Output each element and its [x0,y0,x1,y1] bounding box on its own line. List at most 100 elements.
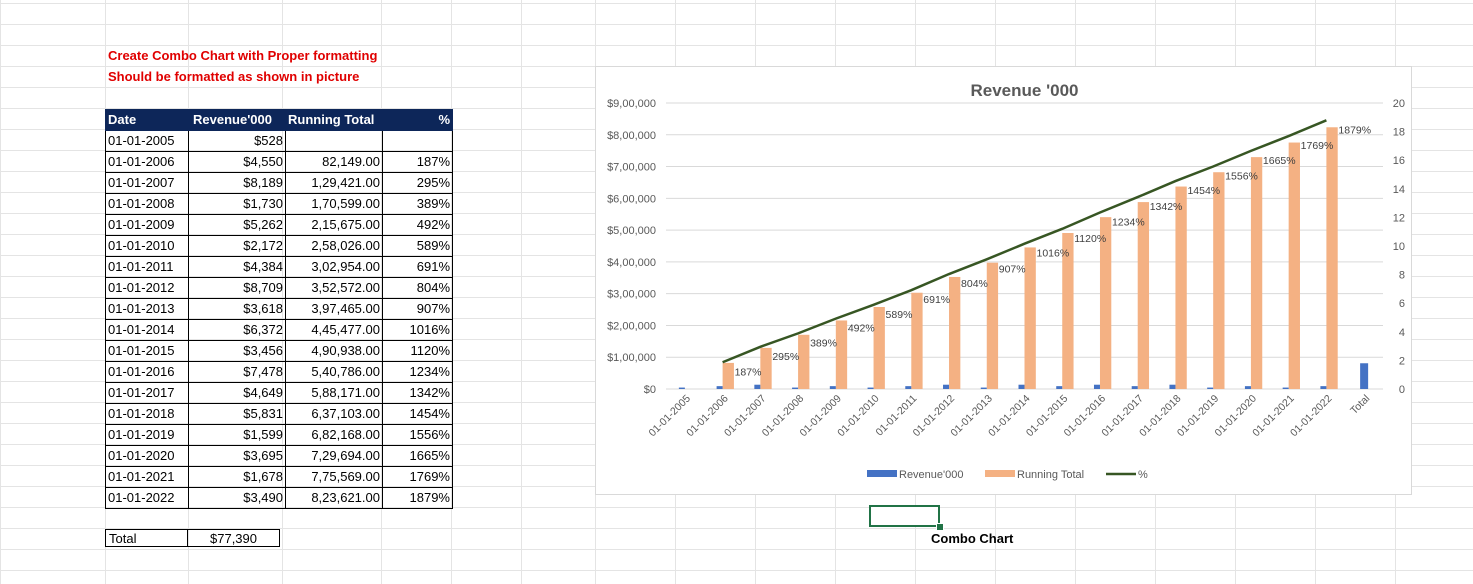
cell-date[interactable]: 01-01-2017 [105,382,189,404]
cell-running-total[interactable]: 82,149.00 [285,151,383,173]
cell-revenue[interactable]: $3,618 [188,298,286,320]
selected-cell[interactable] [869,505,940,527]
cell-running-total[interactable]: 4,90,938.00 [285,340,383,362]
revenue-bar[interactable] [1056,386,1063,389]
cell-date[interactable]: 01-01-2012 [105,277,189,299]
revenue-bar[interactable] [1244,386,1251,389]
cell-date[interactable]: 01-01-2015 [105,340,189,362]
running-total-bar[interactable] [1099,217,1112,389]
revenue-bar[interactable] [1093,384,1100,389]
revenue-bar[interactable] [1207,387,1214,389]
running-total-bar[interactable] [873,307,885,389]
cell-running-total[interactable]: 6,37,103.00 [285,403,383,425]
cell-revenue[interactable]: $4,649 [188,382,286,404]
cell-percent[interactable]: 1234% [382,361,453,383]
running-total-bar[interactable] [1326,127,1338,389]
cell-running-total[interactable]: 3,97,465.00 [285,298,383,320]
cell-date[interactable]: 01-01-2006 [105,151,189,173]
header-revenue[interactable]: Revenue'000 [188,109,286,131]
total-label-cell[interactable]: Total [105,529,188,547]
revenue-bar[interactable] [905,386,912,389]
running-total-bar[interactable] [1250,157,1263,389]
revenue-bar[interactable] [1018,384,1025,389]
cell-date[interactable]: 01-01-2005 [105,130,189,152]
cell-running-total[interactable]: 2,58,026.00 [285,235,383,257]
revenue-bar[interactable] [1320,386,1327,389]
cell-percent[interactable]: 1665% [382,445,453,467]
running-total-bar[interactable] [1024,247,1036,389]
cell-date[interactable]: 01-01-2019 [105,424,189,446]
combo-chart[interactable]: Revenue '000 $0 $1,00,000 $2,00,000 $3,00,00… [595,66,1412,495]
cell-revenue[interactable]: $1,678 [188,466,286,488]
cell-percent[interactable]: 295% [382,172,453,194]
running-total-bar[interactable] [911,292,923,389]
cell-percent[interactable]: 389% [382,193,453,215]
cell-date[interactable]: 01-01-2021 [105,466,189,488]
cell-running-total[interactable]: 7,75,569.00 [285,466,383,488]
cell-date[interactable]: 01-01-2014 [105,319,189,341]
running-total-bar[interactable] [760,347,772,389]
revenue-bar[interactable] [980,387,987,389]
running-total-bar[interactable] [1288,142,1300,389]
cell-percent[interactable]: 1879% [382,487,453,509]
fill-handle[interactable] [936,523,944,531]
cell-running-total[interactable]: 7,29,694.00 [285,445,383,467]
cell-percent[interactable]: 691% [382,256,453,278]
running-total-bar[interactable] [1062,232,1074,389]
cell-running-total[interactable]: 8,23,621.00 [285,487,383,509]
cell-revenue[interactable]: $2,172 [188,235,286,257]
running-total-bar[interactable] [835,320,848,389]
cell-revenue[interactable]: $8,189 [188,172,286,194]
cell-percent[interactable]: 1454% [382,403,453,425]
cell-percent[interactable]: 1120% [382,340,453,362]
cell-percent[interactable] [382,130,453,152]
revenue-bar[interactable] [943,384,950,389]
cell-running-total[interactable]: 5,40,786.00 [285,361,383,383]
running-total-bar[interactable] [1213,172,1225,389]
revenue-bar[interactable] [792,387,799,389]
header-running-total[interactable]: Running Total [285,109,383,131]
cell-running-total[interactable]: 6,82,168.00 [285,424,383,446]
cell-date[interactable]: 01-01-2020 [105,445,189,467]
cell-date[interactable]: 01-01-2007 [105,172,189,194]
cell-percent[interactable]: 1556% [382,424,453,446]
cell-date[interactable]: 01-01-2010 [105,235,189,257]
cell-revenue[interactable]: $5,262 [188,214,286,236]
percent-line[interactable] [722,119,1327,364]
cell-revenue[interactable]: $4,384 [188,256,286,278]
cell-percent[interactable]: 492% [382,214,453,236]
cell-revenue[interactable]: $528 [188,130,286,152]
total-value-cell[interactable]: $77,390 [187,529,280,547]
revenue-bar[interactable] [829,386,836,389]
revenue-bar[interactable] [1131,386,1138,389]
cell-percent[interactable]: 1342% [382,382,453,404]
cell-revenue[interactable]: $5,831 [188,403,286,425]
cell-revenue[interactable]: $4,550 [188,151,286,173]
cell-percent[interactable]: 907% [382,298,453,320]
cell-percent[interactable]: 187% [382,151,453,173]
running-total-bar[interactable] [949,276,961,389]
cell-date[interactable]: 01-01-2013 [105,298,189,320]
cell-running-total[interactable] [285,130,383,152]
header-percent[interactable]: % [382,109,453,131]
revenue-bar[interactable] [716,386,723,389]
cell-percent[interactable]: 804% [382,277,453,299]
cell-revenue[interactable]: $8,709 [188,277,286,299]
cell-revenue[interactable]: $7,478 [188,361,286,383]
cell-date[interactable]: 01-01-2011 [105,256,189,278]
cell-running-total[interactable]: 5,88,171.00 [285,382,383,404]
cell-revenue[interactable]: $3,456 [188,340,286,362]
running-total-bar[interactable] [722,362,734,389]
cell-revenue[interactable]: $3,490 [188,487,286,509]
cell-revenue[interactable]: $3,695 [188,445,286,467]
revenue-bar[interactable] [754,384,761,389]
cell-percent[interactable]: 1769% [382,466,453,488]
cell-running-total[interactable]: 4,45,477.00 [285,319,383,341]
cell-revenue[interactable]: $6,372 [188,319,286,341]
cell-running-total[interactable]: 3,52,572.00 [285,277,383,299]
cell-date[interactable]: 01-01-2018 [105,403,189,425]
revenue-bar[interactable] [1360,363,1369,389]
cell-date[interactable]: 01-01-2016 [105,361,189,383]
cell-date[interactable]: 01-01-2022 [105,487,189,509]
cell-running-total[interactable]: 3,02,954.00 [285,256,383,278]
